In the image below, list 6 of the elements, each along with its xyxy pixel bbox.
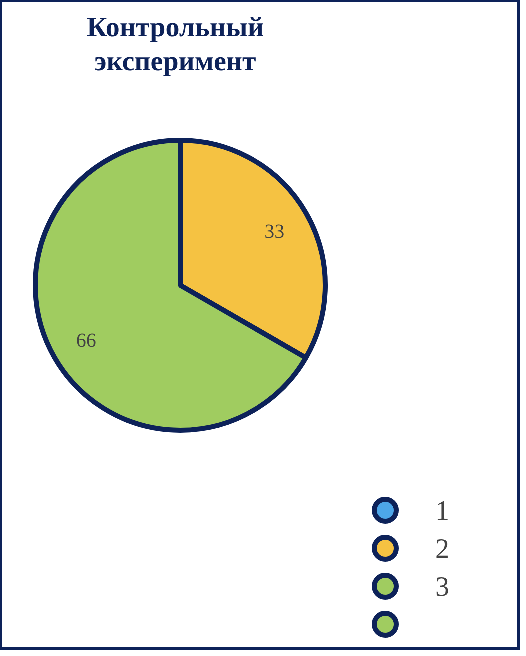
- legend-label: 3: [436, 572, 450, 603]
- chart-title: Контрольный эксперимент: [87, 12, 264, 78]
- data-label: 33: [264, 221, 285, 244]
- data-label: 66: [76, 330, 96, 352]
- legend-label: 2: [436, 534, 450, 565]
- legend-label: 1: [436, 496, 450, 527]
